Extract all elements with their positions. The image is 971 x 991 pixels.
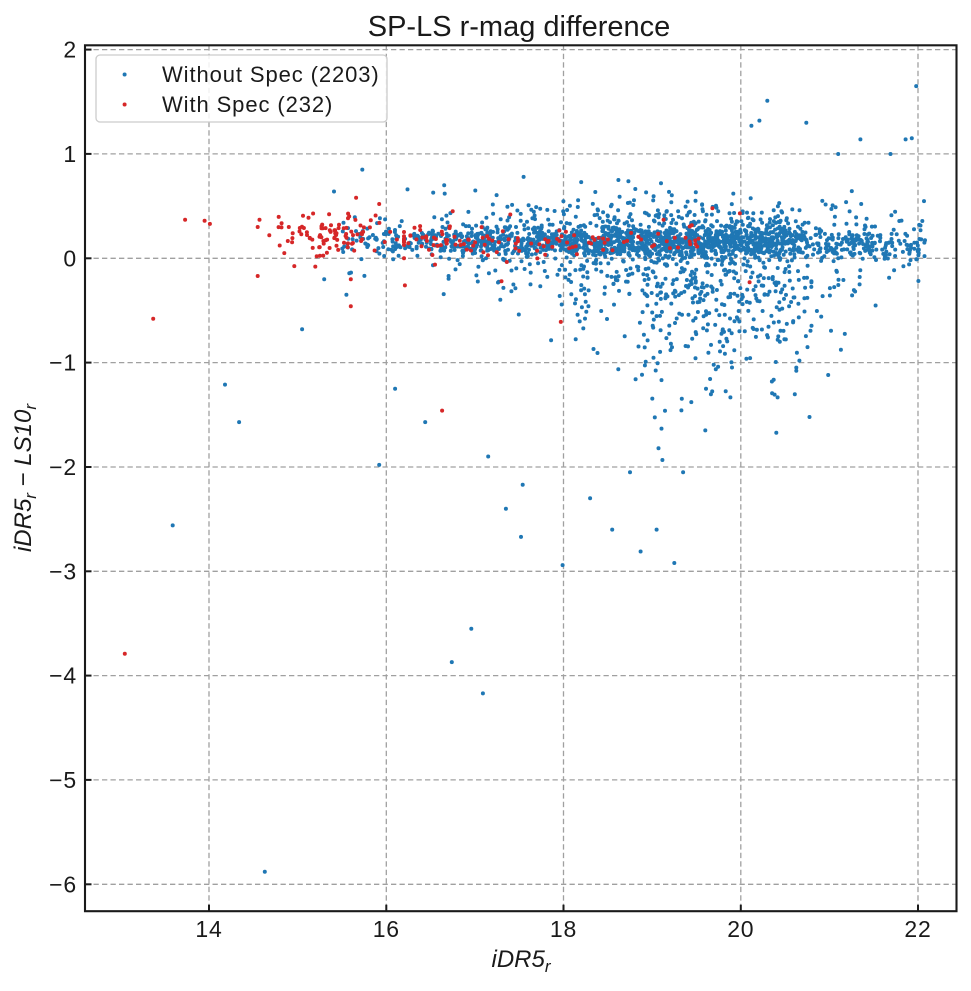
svg-text:iDR5r: iDR5r [491,946,551,976]
svg-text:20: 20 [727,916,754,942]
svg-text:0: 0 [63,245,77,271]
svg-text:1: 1 [63,141,77,167]
svg-text:−3: −3 [49,558,77,584]
svg-text:SP-LS r-mag difference: SP-LS r-mag difference [368,11,671,43]
svg-text:18: 18 [550,916,577,942]
svg-text:14: 14 [195,916,222,942]
svg-text:22: 22 [904,916,931,942]
svg-text:−5: −5 [49,767,77,793]
svg-text:16: 16 [373,916,400,942]
svg-text:iDR5r − LS10r: iDR5r − LS10r [10,403,40,552]
svg-text:−2: −2 [49,454,77,480]
svg-text:Without Spec (2203): Without Spec (2203) [162,62,380,87]
svg-text:−4: −4 [49,663,77,689]
svg-text:−6: −6 [49,871,77,897]
svg-text:−1: −1 [49,350,77,376]
svg-text:With Spec (232): With Spec (232) [162,92,333,117]
svg-text:2: 2 [63,37,77,63]
